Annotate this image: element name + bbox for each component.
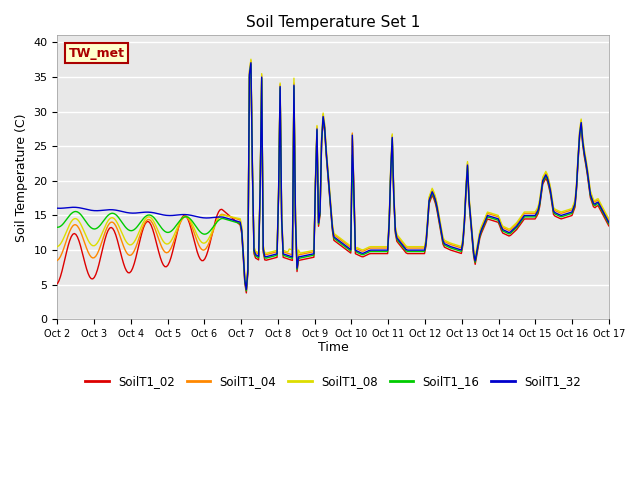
SoilT1_16 [218,216,225,221]
SoilT1_16 [605,221,612,227]
SoilT1_08 [577,116,585,122]
SoilT1_02 [54,281,61,287]
SoilT1_04 [298,252,305,257]
SoilT1_04 [121,247,129,252]
SoilT1_32 [248,169,256,175]
SoilT1_08 [247,56,255,62]
SoilT1_08 [248,166,256,171]
Text: TW_met: TW_met [68,47,124,60]
SoilT1_16 [236,221,244,227]
SoilT1_16 [243,288,250,294]
SoilT1_04 [243,285,250,290]
Y-axis label: Soil Temperature (C): Soil Temperature (C) [15,113,28,241]
SoilT1_16 [54,224,61,230]
SoilT1_08 [236,216,244,222]
Legend: SoilT1_02, SoilT1_04, SoilT1_08, SoilT1_16, SoilT1_32: SoilT1_02, SoilT1_04, SoilT1_08, SoilT1_… [80,371,586,393]
SoilT1_08 [218,212,225,218]
SoilT1_02 [577,123,585,129]
SoilT1_04 [218,211,225,217]
SoilT1_02 [218,206,225,212]
SoilT1_02 [236,222,244,228]
SoilT1_02 [298,257,305,263]
Line: SoilT1_08: SoilT1_08 [58,59,609,286]
SoilT1_08 [54,244,61,250]
Line: SoilT1_04: SoilT1_04 [58,60,609,288]
SoilT1_32 [218,214,225,220]
SoilT1_32 [247,60,255,66]
Line: SoilT1_32: SoilT1_32 [58,63,609,289]
SoilT1_02 [248,173,256,179]
Line: SoilT1_16: SoilT1_16 [58,64,609,291]
SoilT1_04 [248,167,256,173]
SoilT1_08 [298,250,305,256]
SoilT1_16 [248,170,256,176]
SoilT1_16 [121,224,129,229]
SoilT1_32 [236,219,244,225]
SoilT1_02 [605,223,612,229]
Line: SoilT1_02: SoilT1_02 [58,66,609,293]
SoilT1_04 [247,58,255,63]
SoilT1_32 [54,205,61,211]
SoilT1_16 [577,121,585,127]
SoilT1_32 [121,209,129,215]
SoilT1_02 [243,290,250,296]
SoilT1_32 [577,120,585,125]
SoilT1_04 [54,257,61,263]
SoilT1_16 [247,61,255,67]
X-axis label: Time: Time [317,340,349,354]
SoilT1_32 [298,253,305,259]
SoilT1_32 [605,219,612,225]
Title: Soil Temperature Set 1: Soil Temperature Set 1 [246,15,420,30]
SoilT1_04 [236,217,244,223]
SoilT1_02 [247,63,255,69]
SoilT1_32 [243,287,250,292]
SoilT1_16 [298,255,305,261]
SoilT1_08 [605,216,612,222]
SoilT1_04 [577,118,585,123]
SoilT1_08 [243,283,250,289]
SoilT1_02 [121,265,129,271]
SoilT1_08 [121,237,129,242]
SoilT1_04 [605,217,612,223]
